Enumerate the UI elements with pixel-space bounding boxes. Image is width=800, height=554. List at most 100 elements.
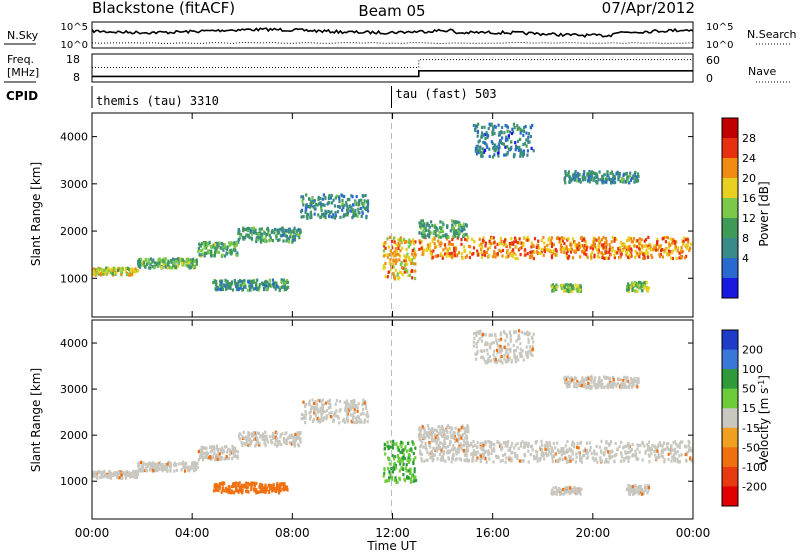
power-echo-cell xyxy=(584,178,587,182)
velocity-echo-cell xyxy=(349,413,352,417)
velocity-echo-cell xyxy=(569,376,572,380)
power-echo-cell xyxy=(530,254,533,258)
power-echo-cell xyxy=(138,257,141,262)
velocity-echo-cell xyxy=(559,457,562,461)
power-echo-cell xyxy=(613,239,616,243)
power-echo-cell xyxy=(441,221,444,225)
power-echo-cell xyxy=(242,235,245,239)
velocity-echo-cell xyxy=(344,408,347,412)
velocity-echo-cell xyxy=(474,450,477,455)
velocity-echo-cell xyxy=(631,454,634,458)
power-echo-cell xyxy=(329,196,332,200)
velocity-echo-cell xyxy=(449,440,452,444)
velocity-echo-cell xyxy=(261,432,265,436)
power-echo-cell xyxy=(221,279,224,283)
velocity-echo-cell xyxy=(108,470,111,474)
velocity-echo-cell xyxy=(688,449,691,453)
velocity-echo-cell xyxy=(464,436,467,440)
power-echo-cell xyxy=(355,202,358,207)
power-echo-cell xyxy=(577,289,580,294)
power-echo-cell xyxy=(477,122,480,126)
velocity-echo-cell xyxy=(542,453,545,458)
power-echo-cell xyxy=(480,242,483,246)
velocity-echo-cell xyxy=(155,469,158,473)
power-echo-cell xyxy=(398,258,401,262)
velocity-echo-cell xyxy=(320,399,323,403)
velocity-echo-cell xyxy=(473,336,476,340)
velocity-echo-cell xyxy=(673,440,676,444)
power-echo-cell xyxy=(324,216,327,220)
power-echo-cell xyxy=(143,264,147,269)
velocity-echo-cell xyxy=(501,446,504,450)
power-echo-cell xyxy=(234,249,237,253)
velocity-echo-cell xyxy=(525,345,528,349)
velocity-echo-cell xyxy=(588,448,592,452)
velocity-echo-cell xyxy=(498,338,501,342)
power-echo-cell xyxy=(592,177,595,181)
velocity-echo-cell xyxy=(640,490,643,494)
velocity-echo-cell xyxy=(203,452,206,456)
velocity-echo-cell xyxy=(660,450,663,454)
power-echo-cell xyxy=(220,284,223,289)
velocity-echo-cell xyxy=(595,444,598,448)
power-echo-cell xyxy=(186,259,189,264)
velocity-echo-cell xyxy=(402,473,405,477)
velocity-echo-cell xyxy=(514,357,517,361)
power-echo-cell xyxy=(582,246,585,250)
velocity-echo-cell xyxy=(316,407,319,411)
power-echo-cell xyxy=(563,247,566,251)
power-echo-cell xyxy=(414,262,417,266)
power-echo-cell xyxy=(497,123,500,127)
power-echo-cell xyxy=(456,220,459,224)
velocity-echo-cell xyxy=(678,443,681,447)
velocity-echo-cell xyxy=(400,440,403,444)
velocity-echo-cell xyxy=(351,401,354,405)
velocity-echo-cell xyxy=(500,348,504,352)
power-echo-cell xyxy=(644,243,647,247)
velocity-echo-cell xyxy=(623,445,626,449)
velocity-echo-cell xyxy=(625,379,628,383)
power-echo-cell xyxy=(126,266,129,270)
power-echo-cell xyxy=(636,289,639,294)
velocity-echo-cell xyxy=(247,481,250,486)
power-echo-cell xyxy=(500,250,503,254)
velocity-echo-cell xyxy=(106,474,109,478)
velocity-echo-cell xyxy=(503,331,506,335)
power-echo-cell xyxy=(205,246,208,250)
velocity-echo-cell xyxy=(270,487,274,491)
power-echo-cell xyxy=(488,154,491,158)
velocity-echo-cell xyxy=(641,458,644,462)
velocity-echo-cell xyxy=(439,430,442,434)
velocity-echo-cell xyxy=(674,447,677,451)
velocity-echo-cell xyxy=(293,442,296,446)
power-echo-cell xyxy=(241,280,244,284)
power-echo-cell xyxy=(384,246,387,250)
power-echo-cell xyxy=(643,239,646,243)
power-echo-cell xyxy=(615,172,618,176)
power-echo-cell xyxy=(405,240,408,244)
power-echo-cell xyxy=(668,249,671,253)
velocity-echo-cell xyxy=(338,409,341,413)
power-echo-cell xyxy=(166,266,169,270)
velocity-echo-cell xyxy=(667,447,670,451)
power-echo-cell xyxy=(364,193,367,198)
power-echo-cell xyxy=(480,154,483,158)
power-echo-cell xyxy=(281,229,284,233)
power-echo-cell xyxy=(157,264,160,268)
power-echo-cell xyxy=(570,284,573,288)
velocity-echo-cell xyxy=(628,450,631,454)
power-echo-cell xyxy=(451,223,454,227)
velocity-echo-cell xyxy=(420,452,423,456)
velocity-echo-cell xyxy=(513,349,516,353)
velocity-echo-cell xyxy=(497,456,500,460)
velocity-echo-cell xyxy=(299,431,302,435)
velocity-echo-cell xyxy=(536,459,539,463)
velocity-echo-cell xyxy=(670,444,673,448)
power-echo-cell xyxy=(597,178,600,182)
velocity-echo-cell xyxy=(414,446,417,450)
velocity-echo-cell xyxy=(644,484,647,488)
power-echo-cell xyxy=(190,265,193,269)
power-echo-cell xyxy=(217,250,220,254)
velocity-echo-cell xyxy=(318,417,321,422)
power-echo-cell xyxy=(437,239,440,243)
